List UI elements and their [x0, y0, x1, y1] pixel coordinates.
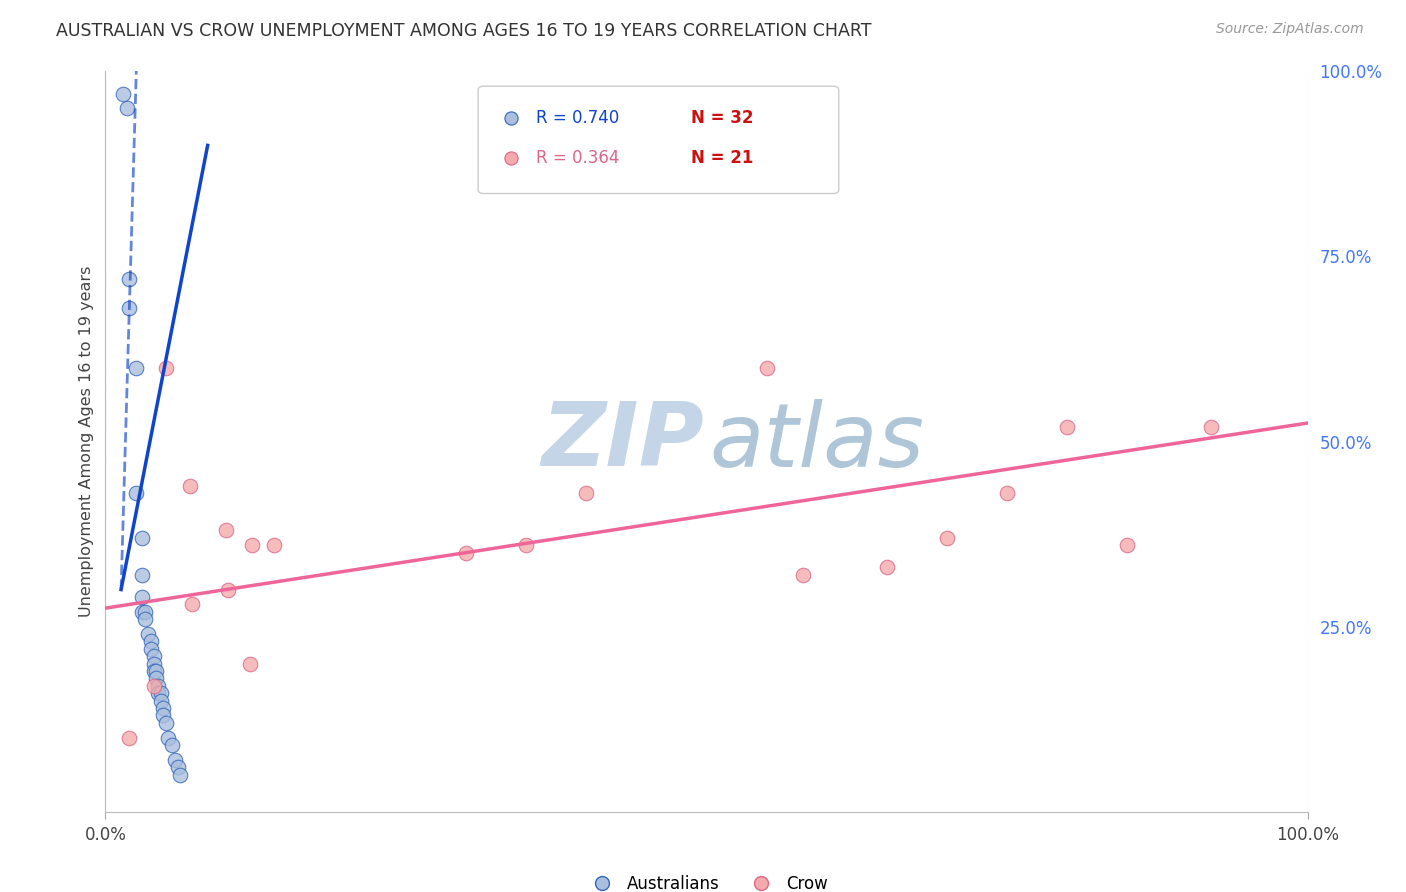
Point: [156, 731, 179, 745]
Point: [499, 111, 522, 125]
Point: [160, 738, 183, 752]
Point: [792, 567, 814, 582]
Point: [118, 271, 141, 285]
Point: [148, 686, 170, 700]
Point: [876, 560, 898, 574]
Point: [145, 672, 167, 686]
Point: [1201, 419, 1223, 434]
Point: [1116, 538, 1139, 552]
Text: N = 21: N = 21: [690, 149, 754, 167]
Point: [152, 701, 174, 715]
Point: [165, 753, 187, 767]
Point: [155, 715, 177, 730]
Point: [995, 486, 1018, 500]
Text: N = 32: N = 32: [690, 109, 754, 127]
Point: [149, 686, 172, 700]
Point: [134, 605, 156, 619]
Point: [142, 657, 165, 671]
Y-axis label: Unemployment Among Ages 16 to 19 years: Unemployment Among Ages 16 to 19 years: [79, 266, 94, 617]
Point: [755, 360, 778, 375]
Point: [166, 760, 188, 774]
Point: [179, 479, 201, 493]
Point: [139, 641, 162, 656]
Point: [124, 486, 146, 500]
Point: [131, 605, 153, 619]
Point: [181, 598, 204, 612]
Point: [263, 538, 285, 552]
Point: [134, 612, 156, 626]
Point: [214, 524, 236, 538]
Point: [118, 731, 141, 745]
Text: ZIP: ZIP: [541, 398, 704, 485]
Point: [155, 360, 177, 375]
Point: [936, 531, 959, 545]
Point: [515, 538, 537, 552]
Point: [240, 538, 263, 552]
Point: [124, 360, 146, 375]
Point: [169, 767, 191, 781]
Point: [239, 657, 262, 671]
Text: R = 0.740: R = 0.740: [536, 109, 619, 127]
Point: [1056, 419, 1078, 434]
Point: [145, 664, 167, 678]
Point: [131, 531, 153, 545]
Point: [112, 87, 135, 101]
Point: [142, 679, 165, 693]
Point: [499, 151, 522, 165]
Text: Source: ZipAtlas.com: Source: ZipAtlas.com: [1216, 22, 1364, 37]
Point: [454, 546, 477, 560]
Point: [115, 102, 138, 116]
Point: [131, 590, 153, 604]
Text: R = 0.364: R = 0.364: [536, 149, 619, 167]
Point: [131, 567, 153, 582]
Point: [136, 627, 159, 641]
Point: [139, 634, 162, 648]
FancyBboxPatch shape: [478, 87, 839, 194]
Legend: Australians, Crow: Australians, Crow: [578, 868, 835, 892]
Point: [118, 301, 141, 316]
Point: [148, 679, 170, 693]
Point: [142, 649, 165, 664]
Text: atlas: atlas: [709, 399, 924, 484]
Point: [152, 708, 174, 723]
Text: AUSTRALIAN VS CROW UNEMPLOYMENT AMONG AGES 16 TO 19 YEARS CORRELATION CHART: AUSTRALIAN VS CROW UNEMPLOYMENT AMONG AG…: [56, 22, 872, 40]
Point: [142, 664, 165, 678]
Point: [217, 582, 239, 597]
Point: [575, 486, 598, 500]
Point: [149, 694, 172, 708]
